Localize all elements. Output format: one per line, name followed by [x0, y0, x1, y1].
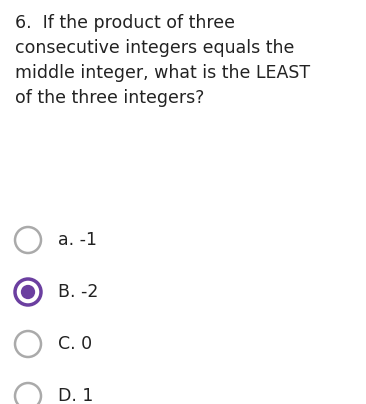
Text: D. 1: D. 1	[58, 387, 93, 404]
Text: B. -2: B. -2	[58, 283, 98, 301]
Text: C. 0: C. 0	[58, 335, 92, 353]
Circle shape	[21, 285, 35, 299]
Text: 6.  If the product of three
consecutive integers equals the
middle integer, what: 6. If the product of three consecutive i…	[15, 14, 310, 107]
Text: a. -1: a. -1	[58, 231, 97, 249]
